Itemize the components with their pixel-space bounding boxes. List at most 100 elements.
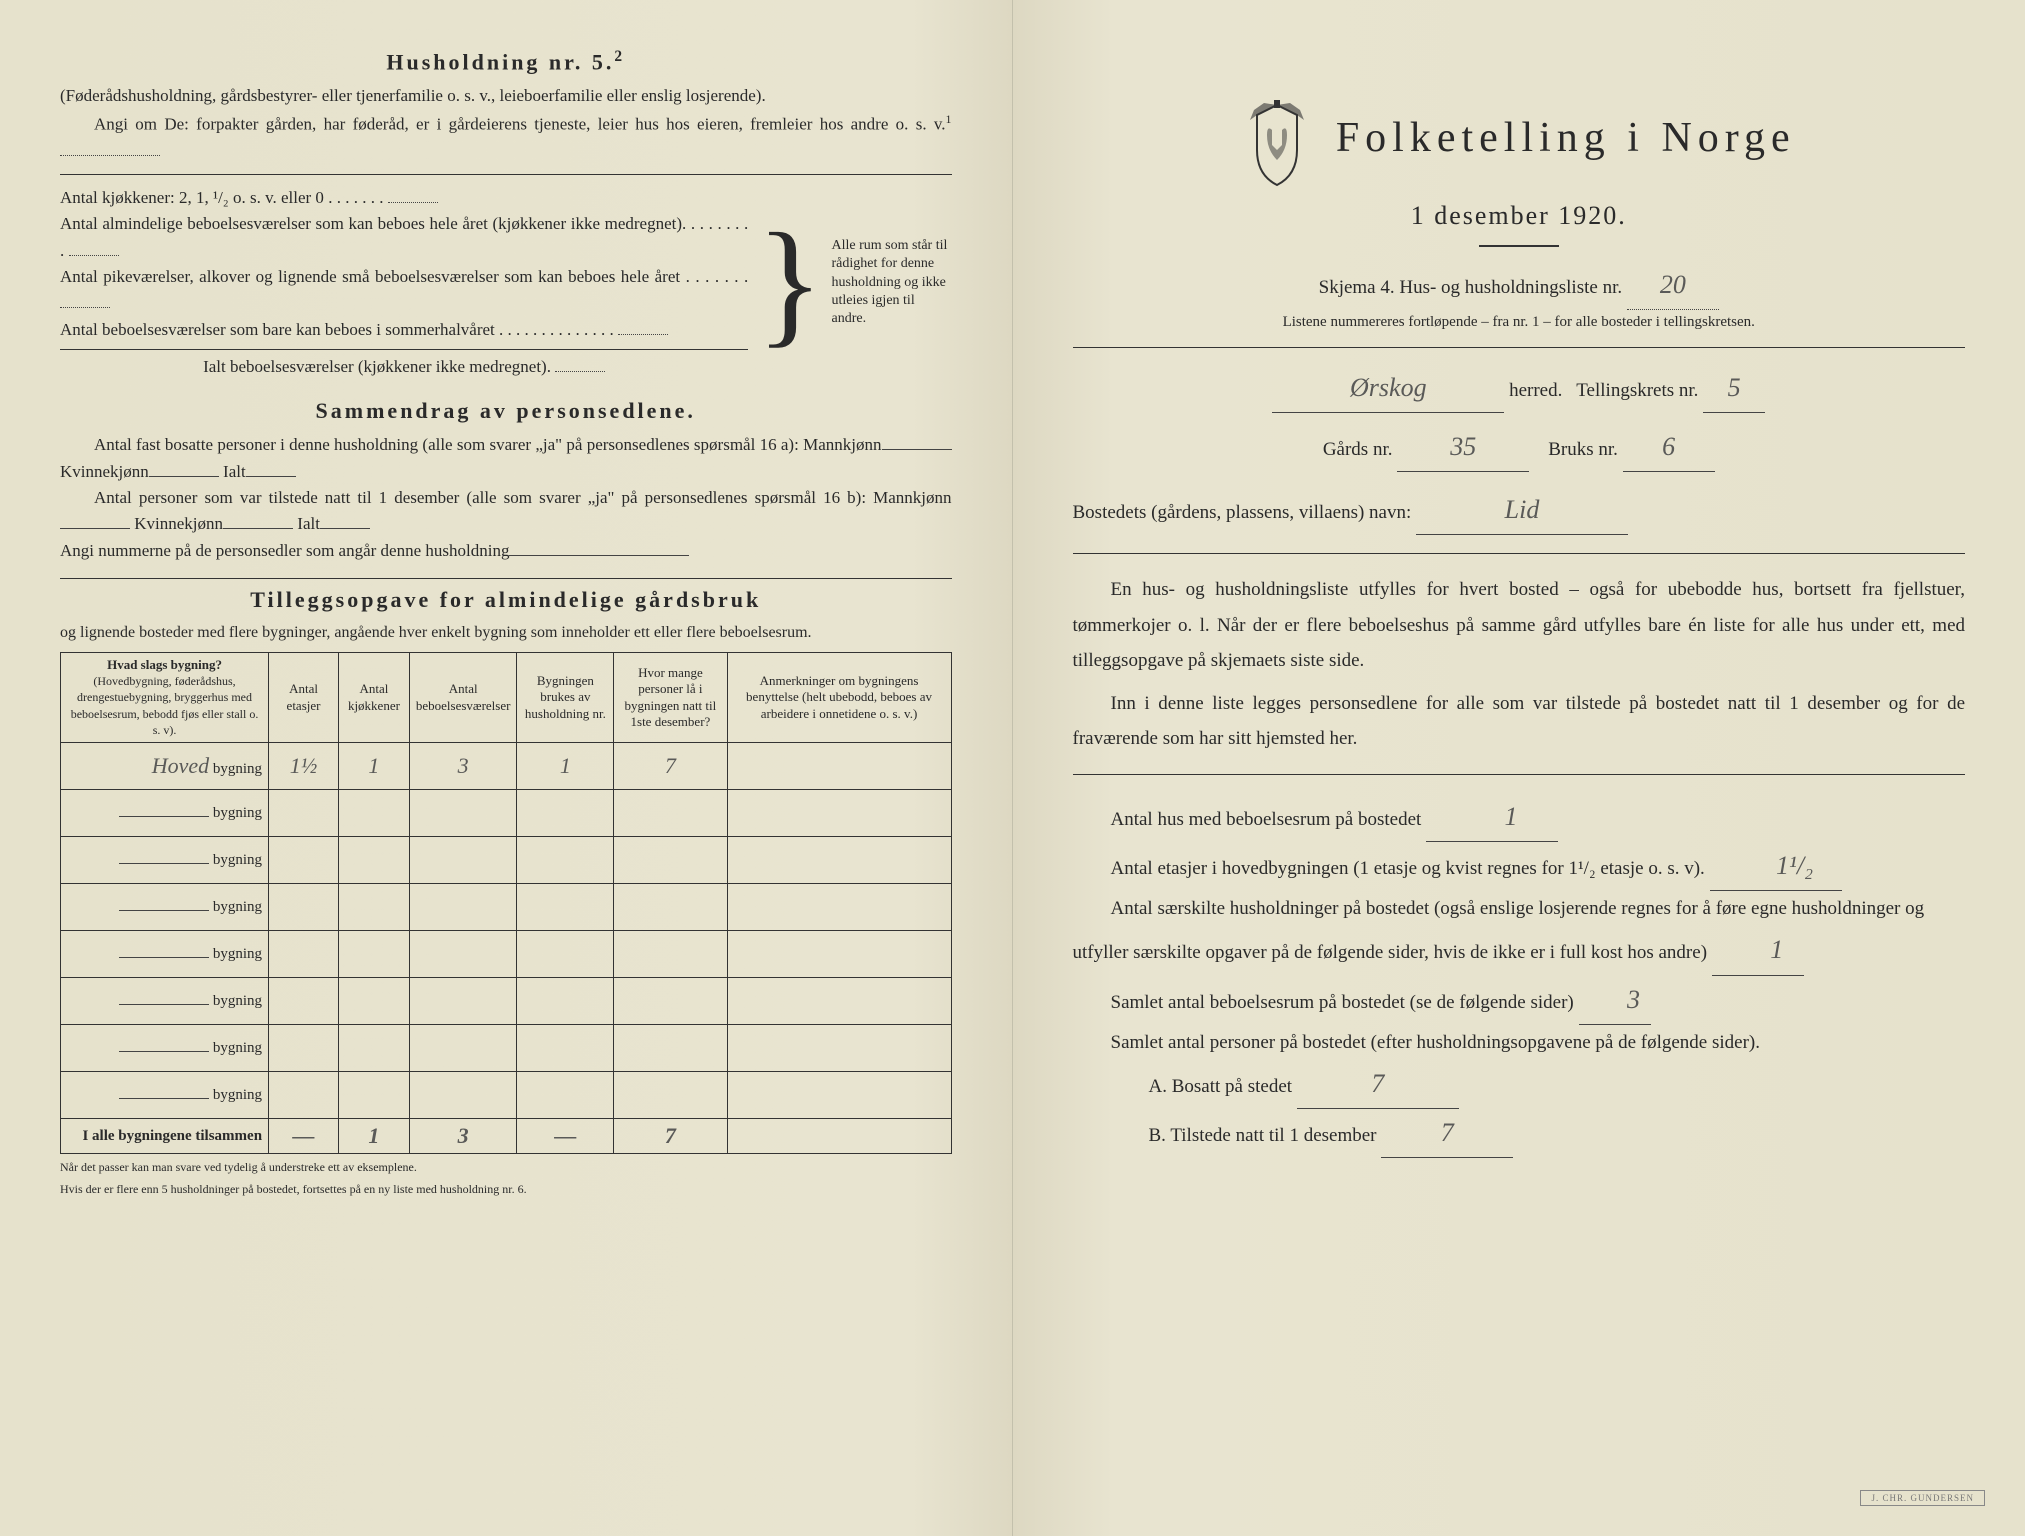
cell-hushold bbox=[517, 837, 614, 884]
cell-vaerelser bbox=[409, 1025, 517, 1072]
cell-kjokken bbox=[338, 790, 409, 837]
angi-text: Angi om De: forpakter gården, har føderå… bbox=[94, 114, 946, 133]
cell-kjokken bbox=[338, 884, 409, 931]
cell-etasjer bbox=[269, 790, 339, 837]
th-vaerelser: Antal beboelsesværelser bbox=[409, 652, 517, 742]
gards-line: Gårds nr. 35 Bruks nr. 6 bbox=[1073, 423, 1966, 472]
cell-bygning: bygning bbox=[61, 790, 269, 837]
cell-kjokken bbox=[338, 1025, 409, 1072]
rooms-total: Ialt beboelsesværelser (kjøkkener ikke m… bbox=[60, 354, 748, 380]
totals-anm bbox=[727, 1119, 951, 1154]
para-1: En hus- og husholdningsliste utfylles fo… bbox=[1073, 572, 1966, 677]
cell-anm bbox=[727, 1072, 951, 1119]
cell-hushold bbox=[517, 1025, 614, 1072]
table-row: bygning bbox=[61, 1072, 952, 1119]
summary-heading: Sammendrag av personsedlene. bbox=[60, 398, 952, 424]
totals-etasjer: — bbox=[269, 1119, 339, 1154]
skjema-line: Skjema 4. Hus- og husholdningsliste nr. … bbox=[1073, 261, 1966, 310]
rooms-line-1: Antal almindelige beboelsesværelser som … bbox=[60, 211, 748, 264]
gards-nr: 35 bbox=[1397, 423, 1529, 472]
cell-hushold bbox=[517, 978, 614, 1025]
household-heading: Husholdning nr. 5.2 bbox=[60, 48, 952, 75]
q-b: B. Tilstede natt til 1 desember 7 bbox=[1149, 1109, 1966, 1158]
summary-line-3: Angi nummerne på de personsedler som ang… bbox=[60, 538, 952, 564]
cell-vaerelser bbox=[409, 884, 517, 931]
cell-kjokken bbox=[338, 837, 409, 884]
table-row: bygning bbox=[61, 931, 952, 978]
cell-anm bbox=[727, 884, 951, 931]
household-heading-text: Husholdning nr. 5. bbox=[386, 49, 614, 74]
cell-vaerelser: 3 bbox=[409, 743, 517, 790]
cell-kjokken: 1 bbox=[338, 743, 409, 790]
th-personer: Hvor mange personer lå i bygningen natt … bbox=[614, 652, 727, 742]
th-bygning: Hvad slags bygning? (Hovedbygning, føder… bbox=[61, 652, 269, 742]
summary-line-1: Antal fast bosatte personer i denne hush… bbox=[60, 432, 952, 485]
printer-stamp: J. CHR. GUNDERSEN bbox=[1860, 1490, 1985, 1506]
cell-anm bbox=[727, 978, 951, 1025]
table-row: bygning bbox=[61, 884, 952, 931]
cell-hushold: 1 bbox=[517, 743, 614, 790]
th-anm: Anmerkninger om bygningens benyttelse (h… bbox=[727, 652, 951, 742]
document-spread: Husholdning nr. 5.2 (Føderådshusholdning… bbox=[0, 0, 2025, 1536]
a-bosatt: 7 bbox=[1297, 1060, 1459, 1109]
a-hushold: 1 bbox=[1712, 926, 1804, 975]
listene-line: Listene nummereres fortløpende – fra nr.… bbox=[1073, 314, 1966, 331]
cell-kjokken bbox=[338, 1072, 409, 1119]
bosted-line: Bostedets (gårdens, plassens, villaens) … bbox=[1073, 486, 1966, 535]
kitchens-line: Antal kjøkkener: 2, 1, ¹/₂ o. s. v. elle… bbox=[60, 185, 748, 211]
rooms-left: Antal kjøkkener: 2, 1, ¹/₂ o. s. v. elle… bbox=[60, 185, 748, 380]
cell-bygning: Hoved bygning bbox=[61, 743, 269, 790]
rooms-block: Antal kjøkkener: 2, 1, ¹/₂ o. s. v. elle… bbox=[60, 185, 952, 380]
cell-etasjer bbox=[269, 931, 339, 978]
totals-kjokken: 1 bbox=[338, 1119, 409, 1154]
footnote-1: Når det passer kan man svare ved tydelig… bbox=[60, 1160, 952, 1176]
tillegg-sub: og lignende bosteder med flere bygninger… bbox=[60, 621, 952, 646]
table-header-row: Hvad slags bygning? (Hovedbygning, føder… bbox=[61, 652, 952, 742]
cell-etasjer bbox=[269, 884, 339, 931]
cell-personer: 7 bbox=[614, 743, 727, 790]
cell-kjokken bbox=[338, 931, 409, 978]
q-etasjer: Antal etasjer i hovedbygningen (1 etasje… bbox=[1073, 842, 1966, 891]
left-page: Husholdning nr. 5.2 (Føderådshusholdning… bbox=[0, 0, 1013, 1536]
a-etasjer: 1¹/₂ bbox=[1710, 842, 1842, 891]
herred-value: Ørskog bbox=[1272, 364, 1504, 413]
cell-vaerelser bbox=[409, 978, 517, 1025]
bosted-value: Lid bbox=[1416, 486, 1628, 535]
cell-hushold bbox=[517, 790, 614, 837]
cell-personer bbox=[614, 1072, 727, 1119]
table-row: bygning bbox=[61, 978, 952, 1025]
cell-hushold bbox=[517, 884, 614, 931]
a-hus: 1 bbox=[1426, 793, 1558, 842]
th-kjokken: Antal kjøkkener bbox=[338, 652, 409, 742]
divider bbox=[1479, 245, 1559, 247]
cell-vaerelser bbox=[409, 931, 517, 978]
a-rum: 3 bbox=[1579, 976, 1651, 1025]
cell-personer bbox=[614, 1025, 727, 1072]
totals-label: I alle bygningene tilsammen bbox=[61, 1119, 269, 1154]
main-title: Folketelling i Norge bbox=[1336, 115, 1796, 161]
coat-of-arms-icon bbox=[1242, 100, 1312, 195]
skjema-nr: 20 bbox=[1627, 261, 1719, 310]
cell-personer bbox=[614, 837, 727, 884]
totals-personer: 7 bbox=[614, 1119, 727, 1154]
cell-bygning: bygning bbox=[61, 884, 269, 931]
cell-anm bbox=[727, 837, 951, 884]
cell-hushold bbox=[517, 931, 614, 978]
cell-personer bbox=[614, 978, 727, 1025]
cell-vaerelser bbox=[409, 790, 517, 837]
cell-bygning: bygning bbox=[61, 978, 269, 1025]
rooms-line-3: Antal beboelsesværelser som bare kan beb… bbox=[60, 317, 748, 343]
cell-personer bbox=[614, 790, 727, 837]
angi-sup: 1 bbox=[946, 112, 952, 126]
cell-etasjer bbox=[269, 978, 339, 1025]
th-hushold: Bygningen brukes av husholdning nr. bbox=[517, 652, 614, 742]
tillegg-heading: Tilleggsopgave for almindelige gårdsbruk bbox=[60, 587, 952, 613]
q-rum: Samlet antal beboelsesrum på bostedet (s… bbox=[1073, 976, 1966, 1025]
table-row: bygning bbox=[61, 837, 952, 884]
krets-nr: 5 bbox=[1703, 364, 1765, 413]
right-page: Folketelling i Norge 1 desember 1920. Sk… bbox=[1013, 0, 2025, 1536]
cell-etasjer: 1½ bbox=[269, 743, 339, 790]
angi-fill bbox=[60, 155, 160, 156]
q-a: A. Bosatt på stedet 7 bbox=[1149, 1060, 1966, 1109]
footnote-2: Hvis der er flere enn 5 husholdninger på… bbox=[60, 1182, 952, 1198]
